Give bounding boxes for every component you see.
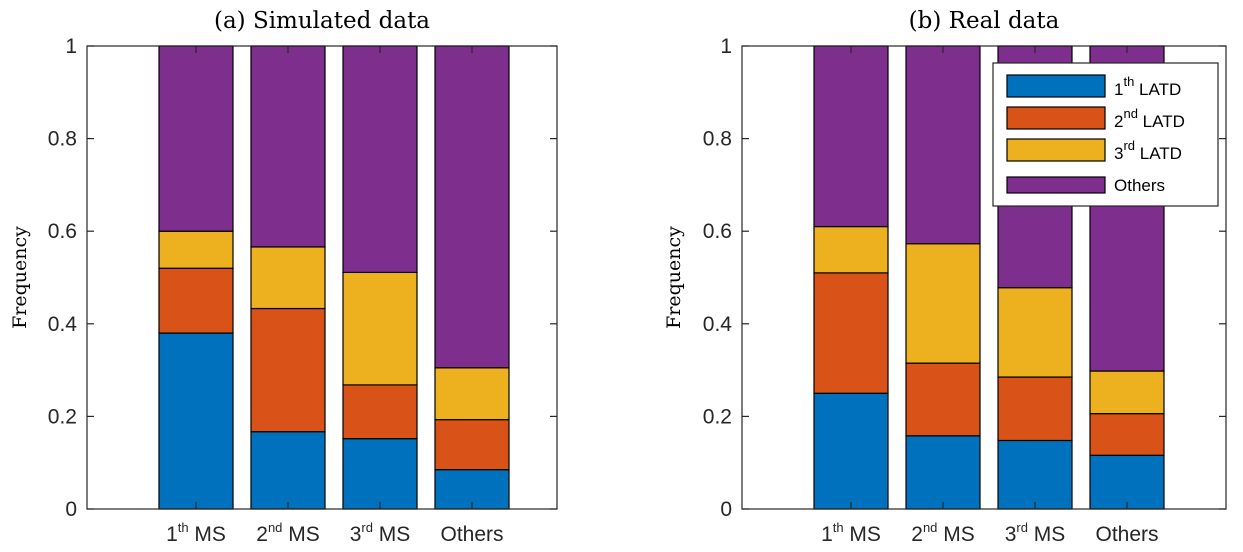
x-tick-label-base: 1 (166, 523, 178, 546)
x-tick-label: 2nd MS (911, 520, 975, 546)
x-tick-label-sup: th (833, 520, 844, 535)
legend-entry-label-base: 2 (1114, 112, 1123, 131)
bar-segment (1089, 370, 1165, 415)
legend-swatch (1006, 176, 1106, 194)
x-tick-label-base: 2 (911, 523, 923, 546)
x-tick-label-sup: th (178, 520, 189, 535)
x-tick-label: Others (440, 523, 503, 546)
x-tick-label-sup: nd (923, 520, 937, 535)
legend-swatch (1006, 106, 1106, 130)
legend-entry-label: 1th LATD (1114, 74, 1181, 99)
bar-segment (997, 376, 1073, 442)
bar-segment (813, 392, 889, 510)
x-tick-label: 3rd MS (350, 520, 411, 546)
y-tick-label: 0.6 (703, 220, 732, 243)
bar-segment (342, 45, 418, 274)
x-tick-label-tail: MS (937, 523, 974, 546)
legend-entry-label-base: Others (1114, 176, 1165, 195)
bar-segment (250, 431, 326, 510)
bar-segment (813, 45, 889, 228)
x-tick-label-tail: MS (373, 523, 410, 546)
legend-entry-label: 3rd LATD (1114, 138, 1182, 163)
y-tick-label: 0.4 (48, 313, 78, 336)
x-tick-label-base: 1 (821, 523, 833, 546)
bar-segment (434, 419, 510, 471)
x-tick-label-base: 3 (350, 523, 362, 546)
legend-swatch (1006, 74, 1106, 98)
x-tick-label-base: 3 (1005, 523, 1017, 546)
bar-segment (997, 287, 1073, 378)
x-tick-label: Others (1095, 523, 1158, 546)
legend-entry-label-base: 3 (1114, 144, 1123, 163)
bar-segment (905, 45, 981, 245)
x-tick-label: 1th MS (821, 520, 881, 546)
legend-entry-label-tail: LATD (1138, 112, 1185, 131)
bar-segment (250, 246, 326, 310)
bar-segment (342, 438, 418, 510)
legend-entry-label-sup: nd (1123, 106, 1137, 121)
bar-segment (1089, 413, 1165, 456)
bar-segment (905, 435, 981, 510)
chart-title: (b) Real data (909, 8, 1060, 34)
y-tick-label: 0.2 (703, 405, 732, 428)
bar-segment (342, 271, 418, 386)
bar-segment (158, 332, 234, 510)
legend-entry-label-sup: th (1123, 74, 1134, 89)
bar-segment (813, 272, 889, 394)
y-axis-label: Frequency (9, 226, 31, 329)
x-tick-label: 1th MS (166, 520, 226, 546)
legend-swatch (1006, 138, 1106, 162)
bar-segment (905, 243, 981, 364)
bar-segment (158, 230, 234, 269)
y-tick-label: 0 (65, 498, 77, 521)
axes-frame (86, 45, 558, 510)
y-tick-label: 0.2 (48, 405, 77, 428)
y-axis-label: Frequency (663, 226, 685, 329)
x-tick-label: 2nd MS (256, 520, 320, 546)
x-tick-label-sup: nd (268, 520, 282, 535)
bar-segment (158, 45, 234, 232)
x-tick-label-sup: rd (1016, 520, 1028, 535)
x-tick-label-tail: MS (844, 523, 881, 546)
bar-segment (434, 367, 510, 421)
legend-entry-label-tail: LATD (1134, 80, 1181, 99)
y-tick-label: 0.4 (703, 313, 733, 336)
legend-entry-label-tail: LATD (1135, 144, 1182, 163)
x-tick-label-tail: MS (189, 523, 226, 546)
bar-segment (997, 439, 1073, 510)
bar-segment (250, 45, 326, 248)
bar-segment (158, 267, 234, 334)
y-tick-label: 0.6 (48, 220, 77, 243)
bar-segment (905, 362, 981, 437)
y-tick-label: 0.8 (48, 128, 77, 151)
bar-segment (434, 45, 510, 369)
bar-segment (250, 307, 326, 433)
legend-entry-label: 2nd LATD (1114, 106, 1185, 131)
legend-entry-label: Others (1114, 176, 1165, 195)
y-tick-label: 0.8 (703, 128, 732, 151)
y-tick-label: 1 (65, 35, 77, 58)
bar-segment (813, 225, 889, 274)
bar-segment (342, 384, 418, 440)
y-tick-label: 1 (720, 35, 732, 58)
x-tick-label-base: 2 (256, 523, 268, 546)
chart-title: (a) Simulated data (214, 8, 430, 34)
x-tick-label-tail: MS (282, 523, 319, 546)
legend-entry-label-sup: rd (1123, 138, 1135, 153)
axes-frame (741, 45, 1227, 510)
legend-entry-label-base: 1 (1114, 80, 1123, 99)
x-tick-label: 3rd MS (1005, 520, 1066, 546)
bar-segment (1089, 454, 1165, 510)
x-tick-label-base: Others (1095, 523, 1158, 546)
x-tick-label-base: Others (440, 523, 503, 546)
x-tick-label-sup: rd (361, 520, 373, 535)
y-tick-label: 0 (720, 498, 732, 521)
x-tick-label-tail: MS (1028, 523, 1065, 546)
